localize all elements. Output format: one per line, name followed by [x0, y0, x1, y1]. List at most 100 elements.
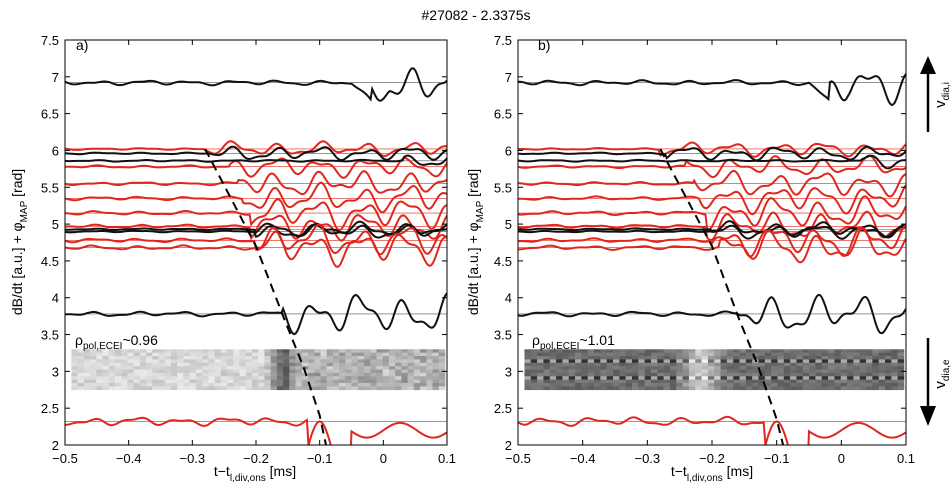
panel-a-ece-pixel — [270, 366, 278, 370]
panel-a-ece-pixel — [413, 379, 421, 384]
panel-a-ece-pixel — [258, 372, 265, 377]
panel-a-ece-pixel — [227, 356, 234, 360]
panel-a-ece-pixel — [326, 376, 334, 380]
panel-a-ece-pixel — [413, 359, 421, 364]
panel-b-ece-pixel — [568, 386, 576, 391]
panel-a-ece-pixel — [407, 359, 415, 364]
panel-b-ece-pixel — [752, 386, 759, 391]
panel-b-ece-pixel — [650, 356, 658, 360]
panel-a-ece-pixel — [245, 379, 253, 384]
panel-a-ece-pixel — [426, 349, 433, 353]
panel-b-ece-pixel — [758, 356, 766, 360]
panel-a-ece-pixel — [121, 369, 128, 374]
panel-b-ece-pixel — [676, 349, 683, 353]
panel-a-ece-pixel — [227, 372, 234, 377]
panel-b-ece-pixel — [524, 356, 532, 360]
panel-a-ece-pixel — [401, 359, 408, 364]
panel-b-ece-pixel — [549, 376, 557, 380]
panel-a-ece-pixel — [146, 383, 153, 387]
panel-a-ece-pixel — [351, 362, 359, 367]
panel-a-ece-pixel — [395, 383, 402, 387]
panel-a-ece-pixel — [177, 386, 184, 391]
panel-a-ece-pixel — [376, 376, 384, 380]
panel-a-ece-pixel — [407, 366, 415, 370]
panel-b-ece-pixel — [682, 383, 690, 387]
panel-b-ece-pixel — [695, 376, 702, 380]
panel-b-ece-pixel — [682, 366, 690, 370]
panel-b-ece-pixel — [878, 356, 886, 360]
panel-b-ece-pixel — [885, 386, 892, 391]
panel-b-ece-pixel — [682, 376, 690, 380]
panel-a-ece-pixel — [382, 359, 390, 364]
panel-a-ece-pixel — [320, 362, 327, 367]
panel-a-ece-pixel — [376, 356, 384, 360]
panel-b-ece-pixel — [714, 379, 721, 384]
panel-b-xtick-label: −0.5 — [505, 451, 531, 466]
panel-b-ece-pixel — [663, 376, 671, 380]
panel-b-ece-pixel — [644, 386, 652, 391]
panel-b-ece-pixel — [619, 376, 626, 380]
panel-b-ece-pixel — [771, 359, 778, 364]
panel-a-ece-pixel — [388, 369, 396, 374]
panel-b-ece-pixel — [758, 359, 766, 364]
panel-a-ece-pixel — [432, 359, 440, 364]
panel-a-ece-pixel — [233, 383, 240, 387]
panel-b-ece-pixel — [688, 362, 696, 367]
panel-a-ece-pixel — [332, 349, 340, 353]
panel-a-ece-pixel — [357, 379, 365, 384]
panel-b-ece-pixel — [897, 372, 905, 377]
panel-a-ece-pixel — [208, 383, 215, 387]
panel-b-ece-pixel — [745, 359, 753, 364]
panel-b-ece-pixel — [815, 372, 823, 377]
panel-a-ece-pixel — [258, 359, 265, 364]
panel-a-ece-pixel — [301, 372, 309, 377]
panel-b-ece-pixel — [866, 376, 873, 380]
panel-b-ece-pixel — [866, 356, 873, 360]
panel-a-ece-pixel — [121, 372, 128, 377]
panel-b-ece-pixel — [707, 379, 715, 384]
panel-b-ece-pixel — [701, 362, 709, 367]
panel-a-ece-pixel — [314, 386, 321, 391]
panel-a-ece-pixel — [426, 356, 433, 360]
panel-b-ece-pixel — [764, 366, 772, 370]
panel-a-ece-pixel — [127, 356, 134, 360]
panel-a-ece-pixel — [301, 386, 309, 391]
panel-a-ece-pixel — [227, 383, 234, 387]
panel-b-ece-pixel — [625, 386, 633, 391]
panel-a-ece-pixel — [357, 352, 365, 357]
panel-a-ece-pixel — [96, 359, 103, 364]
panel-b-ece-pixel — [613, 359, 620, 364]
panel-b-ece-pixel — [859, 383, 867, 387]
panel-b-ece-pixel — [733, 383, 740, 387]
panel-a-ece-pixel — [332, 369, 340, 374]
panel-a-ece-pixel — [320, 372, 327, 377]
panel-a-ece-pixel — [127, 362, 134, 367]
panel-b-ece-pixel — [543, 359, 551, 364]
panel-a-ece-pixel — [276, 362, 284, 367]
panel-a-ece-pixel — [432, 386, 440, 391]
panel-b-ece-pixel — [840, 352, 848, 357]
panel-a-ece-pixel — [114, 379, 122, 384]
panel-b-ece-pixel — [701, 366, 709, 370]
panel-b-ece-pixel — [897, 376, 905, 380]
panel-b-ece-pixel — [745, 379, 753, 384]
panel-b-ece-pixel — [897, 379, 905, 384]
panel-a-ece-pixel — [90, 359, 97, 364]
panel-b-rho-label: ρpol,ECEI~1.01 — [532, 332, 615, 352]
panel-a-ece-pixel — [413, 383, 421, 387]
panel-a: −0.5 −0.4 −0.3 −0.2 −0.1 0 0.122.533.544.555.5… — [9, 33, 456, 484]
panel-a-ece-pixel — [96, 349, 103, 353]
panel-a-ece-pixel — [121, 376, 128, 380]
panel-b-ece-pixel — [619, 359, 626, 364]
panel-b-ece-pixel — [575, 379, 582, 384]
panel-a-ece-pixel — [345, 372, 352, 377]
panel-a-ece-pixel — [177, 383, 184, 387]
panel-b-ece-pixel — [581, 352, 589, 357]
panel-a-ece-pixel — [432, 379, 440, 384]
panel-b-ece-pixel — [714, 362, 721, 367]
panel-a-ece-pixel — [127, 386, 134, 391]
panel-b-ece-pixel — [834, 372, 842, 377]
panel-b-ece-pixel — [676, 359, 683, 364]
panel-b-ece-pixel — [745, 356, 753, 360]
panel-b-ece-pixel — [745, 352, 753, 357]
